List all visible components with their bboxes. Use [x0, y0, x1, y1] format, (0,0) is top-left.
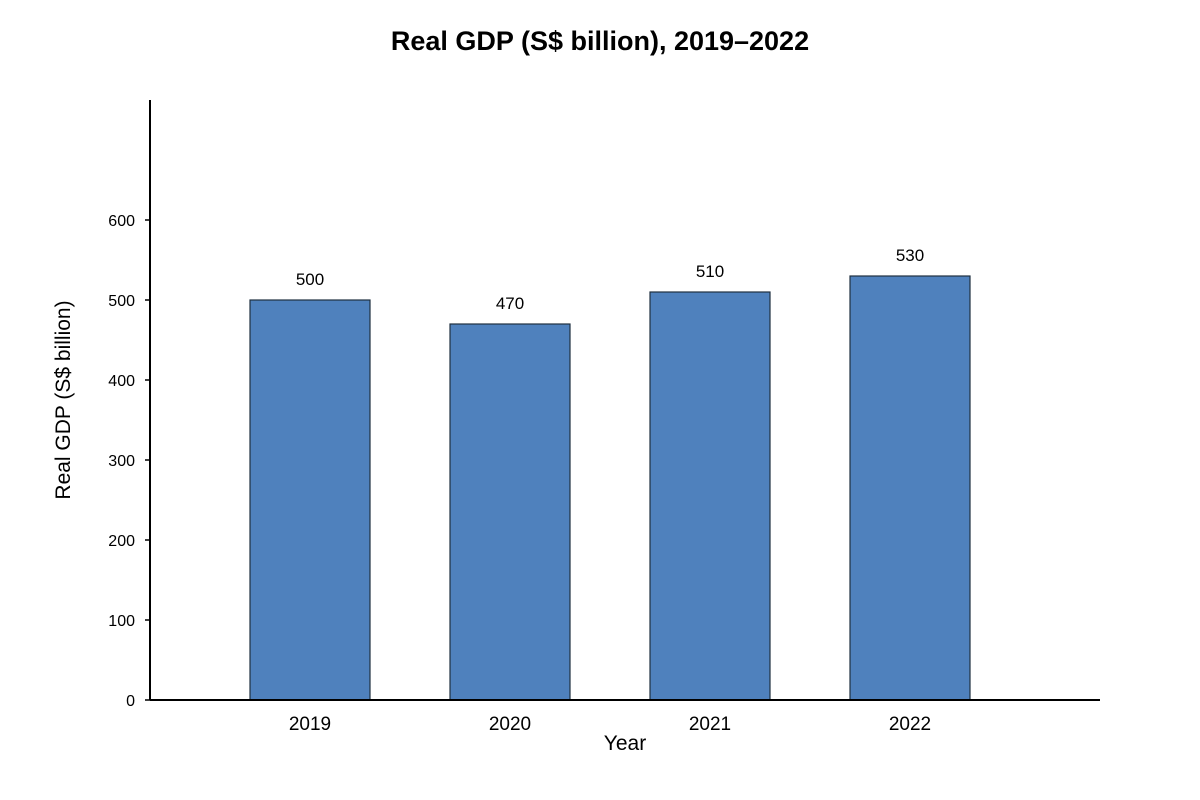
y-axis-label: Real GDP (S$ billion) [52, 300, 75, 499]
x-tick-label: 2022 [889, 714, 931, 735]
bar-2019 [249, 299, 371, 701]
bar-value-label: 470 [496, 294, 524, 313]
x-tick-label: 2019 [289, 714, 331, 735]
x-tick-label: 2021 [689, 714, 731, 735]
y-tick-label: 300 [108, 453, 135, 470]
bar-value-label: 510 [696, 262, 724, 281]
chart-title: Real GDP (S$ billion), 2019–2022 [391, 26, 809, 56]
plot-area: 0 100 200 300 400 500 600 500 2019 470 2020 510 2021… [108, 213, 971, 735]
x-tick-label: 2020 [489, 714, 531, 735]
bar-value-label: 530 [896, 246, 924, 265]
y-tick-label: 500 [108, 293, 135, 310]
y-tick-label: 200 [108, 533, 135, 550]
y-tick-label: 100 [108, 613, 135, 630]
y-tick-label: 600 [108, 213, 135, 230]
bar-2022 [849, 275, 971, 701]
x-axis-label: Year [604, 732, 646, 755]
bar-2020 [449, 323, 571, 701]
bar-2021 [649, 291, 771, 701]
y-tick-label: 0 [126, 693, 135, 710]
y-tick-label: 400 [108, 373, 135, 390]
bar-value-label: 500 [296, 270, 324, 289]
